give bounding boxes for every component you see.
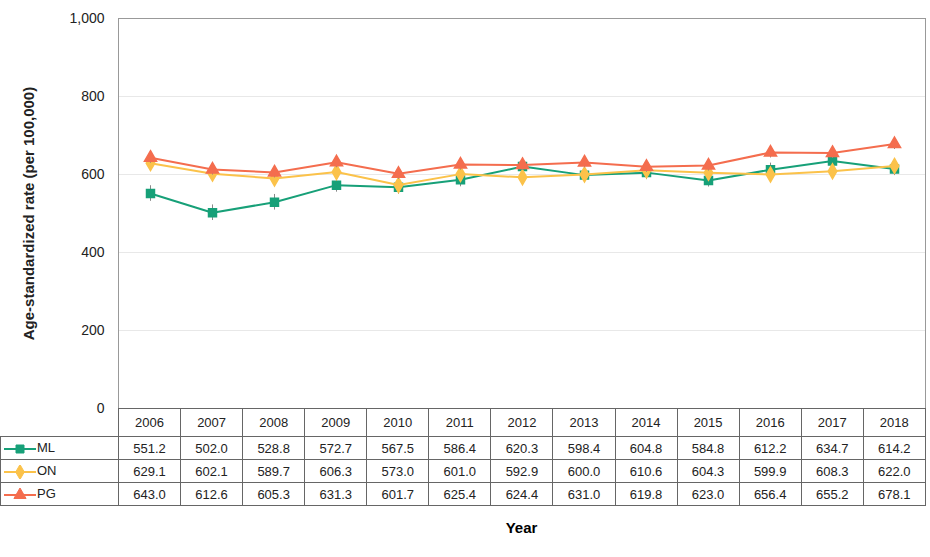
- html-text:612.6: 612.6: [195, 486, 228, 502]
- html-text:2007: 2007: [197, 415, 226, 430]
- html-text:2012: 2012: [507, 415, 537, 430]
- svg-text:600: 600: [81, 166, 105, 182]
- html-text:2016: 2016: [755, 415, 785, 430]
- svg-text:Age-standardized rate (per 100: Age-standardized rate (per 100,000): [20, 87, 37, 340]
- html-text:625.4: 625.4: [443, 486, 477, 502]
- html-text:2018: 2018: [879, 415, 909, 430]
- html-text:604.3: 604.3: [691, 463, 725, 479]
- html-text:2008: 2008: [259, 415, 289, 430]
- html-text:601.0: 601.0: [443, 463, 477, 479]
- html-text:610.6: 610.6: [629, 463, 663, 479]
- html-text:502.0: 502.0: [195, 440, 228, 456]
- html-text:528.8: 528.8: [257, 440, 290, 456]
- svg-text:800: 800: [81, 88, 105, 104]
- html-text:ML: ML: [37, 440, 56, 456]
- html-text:572.7: 572.7: [319, 440, 352, 456]
- html-text:601.7: 601.7: [381, 486, 414, 502]
- html-text:584.8: 584.8: [691, 440, 725, 456]
- html-text:599.9: 599.9: [753, 463, 787, 479]
- html-text:2014: 2014: [631, 415, 661, 430]
- html-text:643.0: 643.0: [133, 486, 166, 502]
- html-text:620.3: 620.3: [505, 440, 539, 456]
- html-text:2006: 2006: [135, 415, 164, 430]
- svg-text:200: 200: [81, 322, 105, 338]
- html-text:655.2: 655.2: [815, 486, 849, 502]
- html-text:PG: PG: [37, 486, 56, 502]
- html-text:567.5: 567.5: [381, 440, 414, 456]
- html-text:592.9: 592.9: [505, 463, 539, 479]
- html-text:Year: Year: [505, 519, 538, 536]
- html-text:2009: 2009: [321, 415, 351, 430]
- html-text:678.1: 678.1: [878, 486, 911, 502]
- html-text:614.2: 614.2: [878, 440, 911, 456]
- html-text:2015: 2015: [693, 415, 723, 430]
- svg-text:1,000: 1,000: [69, 10, 104, 26]
- html-text:600.0: 600.0: [567, 463, 601, 479]
- html-text:ON: ON: [37, 463, 57, 479]
- html-text:604.8: 604.8: [629, 440, 663, 456]
- html-text:622.0: 622.0: [878, 463, 911, 479]
- html-text:605.3: 605.3: [257, 486, 290, 502]
- html-text:598.4: 598.4: [567, 440, 601, 456]
- html-text:2013: 2013: [569, 415, 599, 430]
- html-text:656.4: 656.4: [753, 486, 787, 502]
- html-text:623.0: 623.0: [691, 486, 725, 502]
- html-text:589.7: 589.7: [257, 463, 290, 479]
- html-text:612.2: 612.2: [753, 440, 787, 456]
- html-text:631.0: 631.0: [567, 486, 601, 502]
- html-text:606.3: 606.3: [319, 463, 352, 479]
- html-text:2010: 2010: [383, 415, 413, 430]
- html-text:634.7: 634.7: [815, 440, 849, 456]
- html-text:602.1: 602.1: [195, 463, 228, 479]
- html-text:624.4: 624.4: [505, 486, 539, 502]
- html-text:573.0: 573.0: [381, 463, 414, 479]
- svg-text:0: 0: [97, 400, 105, 416]
- html-text:631.3: 631.3: [319, 486, 352, 502]
- html-text:2011: 2011: [445, 415, 474, 430]
- html-text:608.3: 608.3: [815, 463, 849, 479]
- svg-text:400: 400: [81, 244, 105, 260]
- html-text:619.8: 619.8: [629, 486, 663, 502]
- html-text:586.4: 586.4: [443, 440, 477, 456]
- html-text:551.2: 551.2: [133, 440, 166, 456]
- html-text:2017: 2017: [817, 415, 847, 430]
- html-text:629.1: 629.1: [133, 463, 166, 479]
